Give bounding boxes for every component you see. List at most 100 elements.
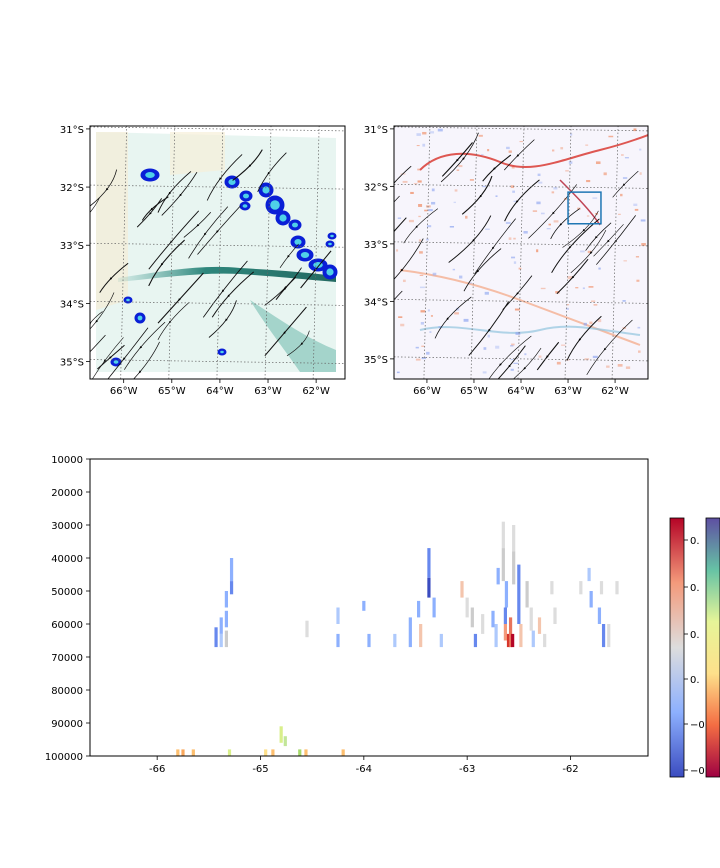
y-tick-label: 100000: [45, 752, 83, 763]
field-speckle: [639, 172, 642, 175]
lon-tick-label: 62°W: [302, 386, 330, 397]
lon-tick-label: 63°W: [254, 386, 282, 397]
contour-blob-core: [243, 193, 249, 199]
field-speckle: [636, 279, 640, 282]
field-speckle: [589, 321, 593, 325]
field-speckle: [513, 261, 517, 264]
cross-section-panel: -66 -65 -64 -63 -62 10000 20000 30000 40000 50000…: [45, 455, 649, 775]
map-right-ticks: 66°W 65°W 64°W 63°W 62°W 31°S 32°S 33°S 34°S 35°S: [364, 125, 629, 397]
streamline-arrow: [492, 167, 496, 170]
heatmap-cell: [587, 567, 591, 582]
heatmap-cell: [503, 607, 507, 624]
map-left-frame: [89, 125, 346, 380]
field-speckle: [396, 371, 400, 374]
field-speckle: [415, 358, 421, 361]
field-speckle: [410, 191, 414, 194]
heatmap-cell: [341, 749, 345, 756]
streamline-arrow: [516, 292, 519, 295]
heatmap-cell: [219, 633, 223, 648]
heatmap-cell: [504, 581, 509, 608]
field-speckle: [426, 351, 430, 355]
contour-blob-core: [137, 315, 143, 321]
field-speckle: [583, 322, 587, 326]
streamline-arrow: [95, 319, 99, 323]
parallel-line: [393, 184, 649, 189]
contour-blob-core: [228, 179, 236, 185]
streamline-arrow: [594, 235, 598, 239]
streamline-arrow: [472, 238, 475, 242]
contour-blob-core: [330, 234, 334, 238]
colorbar-tick-label: 0.: [690, 536, 700, 547]
field-speckle: [622, 300, 626, 302]
field-speckle: [397, 217, 402, 219]
field-speckle: [621, 154, 624, 156]
map-left-ticks: 66°W 65°W 64°W 63°W 62°W 31°S 32°S 33°S 34°S 35°S: [60, 125, 330, 397]
lon-tick-label: 64°W: [206, 386, 234, 397]
streamline: [148, 210, 200, 270]
field-speckle: [454, 312, 459, 315]
field-speckle: [429, 331, 432, 333]
x-tick-label: -63: [459, 764, 475, 775]
streamline-arrow: [571, 275, 575, 279]
streamline-arrow: [283, 331, 286, 335]
field-speckle: [595, 161, 601, 165]
field-speckle: [523, 230, 528, 234]
streamline-arrow: [203, 232, 207, 236]
field-speckle: [465, 215, 468, 219]
heatmap-cell: [219, 617, 223, 634]
lat-tick-label: 35°S: [364, 355, 388, 366]
streamline-arrow: [196, 223, 200, 227]
streamline-arrow: [168, 191, 172, 195]
field-speckle: [495, 345, 500, 349]
parallel-line: [89, 301, 346, 306]
field-speckle: [408, 219, 414, 223]
field-speckle: [437, 128, 443, 132]
field-speckle: [456, 307, 460, 311]
field-speckle: [418, 239, 422, 242]
map-right-field: [394, 126, 648, 379]
lon-tick-label: 63°W: [554, 386, 582, 397]
field-speckle: [592, 355, 598, 359]
field-speckle: [634, 208, 639, 211]
contour-blob-core: [113, 360, 119, 364]
field-speckle: [400, 323, 405, 327]
lat-tick-label: 34°S: [60, 299, 84, 310]
streamline-arrow: [499, 362, 503, 367]
streamline-arrow: [287, 254, 290, 258]
streamline-arrow: [476, 269, 480, 273]
field-speckle: [514, 308, 520, 311]
streamline-arrow: [109, 277, 113, 280]
streamline-arrow: [606, 239, 610, 243]
meridian-line: [264, 125, 272, 380]
heatmap-cell: [512, 551, 516, 585]
field-speckle: [592, 197, 598, 199]
field-speckle: [577, 207, 581, 210]
map-left-band-2: [250, 300, 336, 372]
meridian-line: [564, 125, 572, 380]
parallel-line: [393, 241, 649, 247]
streamline-arrow: [578, 338, 582, 342]
field-speckle: [506, 146, 510, 150]
field-speckle: [532, 210, 538, 212]
y-tick-label: 40000: [51, 554, 83, 565]
field-speckle: [538, 355, 542, 358]
heatmap-cell: [224, 591, 228, 608]
colorbar-spectral: [705, 517, 720, 778]
streamline-arrow: [415, 225, 419, 229]
field-speckle: [430, 315, 433, 317]
streamline-arrow: [283, 287, 287, 291]
heatmap-cell: [481, 614, 485, 634]
field-speckle: [483, 347, 487, 350]
heatmap-cell: [607, 624, 611, 648]
field-speckle: [603, 172, 607, 176]
parallel-line: [89, 184, 346, 190]
field-speckle: [508, 150, 512, 153]
y-tick-label: 60000: [51, 620, 83, 631]
streamline-arrow: [462, 157, 465, 161]
map-left-panel: 66°W 65°W 64°W 63°W 62°W 31°S 32°S 33°S 34°S 35°S: [60, 125, 346, 397]
field-speckle: [624, 157, 629, 159]
y-tick-label: 70000: [51, 653, 83, 664]
field-speckle: [540, 287, 546, 290]
lat-tick-label: 32°S: [364, 182, 388, 193]
